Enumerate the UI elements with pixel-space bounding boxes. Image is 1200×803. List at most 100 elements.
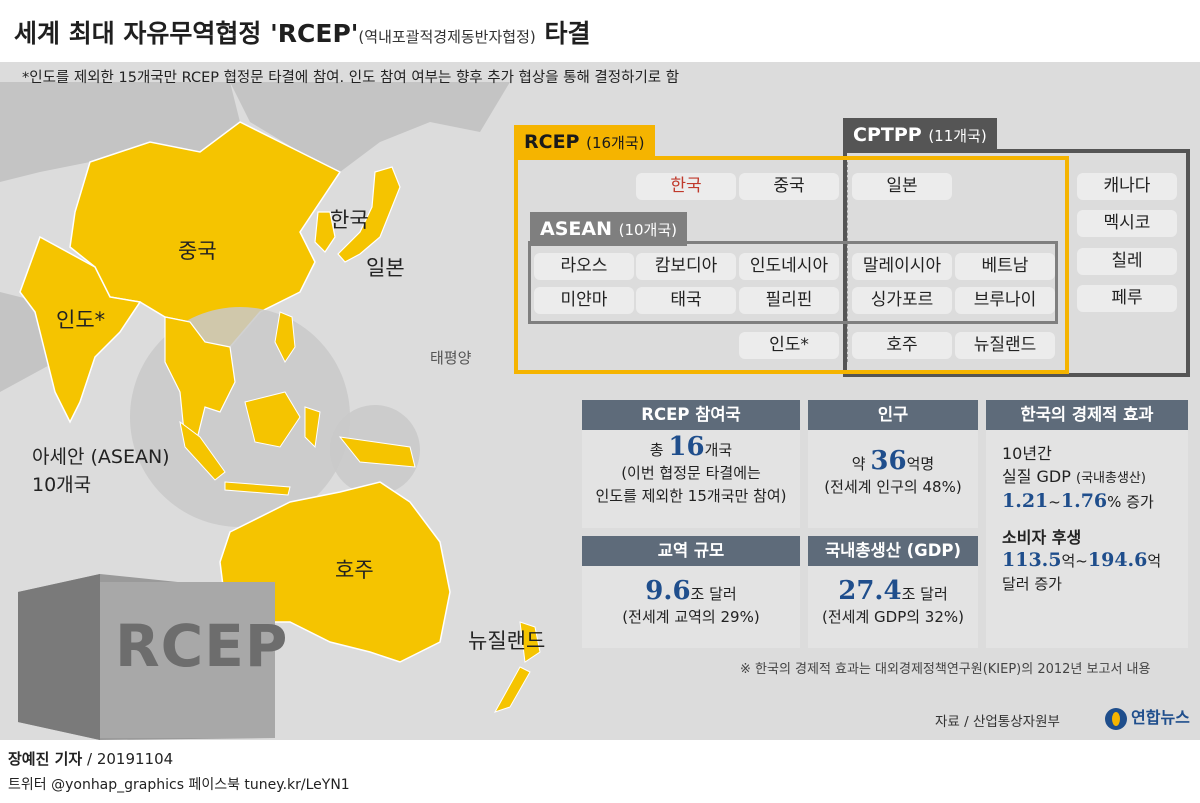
header: 세계 최대 자유무역협정 'RCEP'(역내포괄적경제동반자협정) 타결 [0, 0, 1200, 62]
rcep-name: RCEP [524, 131, 580, 153]
map-area: *인도를 제외한 15개국만 RCEP 협정문 타결에 참여. 인도 참여 여부… [0, 62, 1200, 740]
reporter: 장예진 기자 [8, 750, 83, 768]
yonhap-logo-icon [1105, 707, 1127, 730]
label-korea: 한국 [330, 208, 369, 232]
stat-population-unit: 억명 [906, 455, 935, 473]
sulawesi-shape [304, 406, 321, 449]
country-australia: 호주 [852, 332, 952, 359]
label-india: 인도* [56, 308, 106, 332]
sumatra-shape [179, 420, 226, 481]
effect-cons-unit: 억 [1147, 552, 1162, 570]
japan-shape [337, 166, 401, 263]
effect-gdp-label2: 실질 GDP [1002, 467, 1071, 486]
effect-gdp-label1: 10년간 [1002, 444, 1052, 463]
stat-population-line2: (전세계 인구의 48%) [824, 478, 962, 496]
stat-trade-line2: (전세계 교역의 29%) [622, 608, 760, 626]
newguinea-shape [338, 436, 416, 468]
country-china: 중국 [739, 173, 839, 200]
country-thailand: 태국 [636, 287, 736, 314]
land-russia [230, 82, 510, 172]
date: / 20191104 [82, 750, 174, 768]
country-brunei: 브루나이 [955, 287, 1055, 314]
container-graphic [18, 574, 275, 740]
country-canada: 캐나다 [1077, 173, 1177, 200]
stat-population-pre: 약 [851, 455, 866, 473]
country-cambodia: 캄보디아 [636, 253, 736, 280]
source-note: ※ 한국의 경제적 효과는 대외경제정책연구원(KIEP)의 2012년 보고서… [740, 662, 1151, 677]
asean-count: (10개국) [618, 221, 678, 239]
title-tail: 타결 [544, 19, 591, 48]
country-vietnam: 베트남 [955, 253, 1055, 280]
title-main: 세계 최대 자유무역협정 'RCEP' [14, 19, 359, 48]
stat-members-unit: 개국 [704, 441, 733, 459]
asean-tab: ASEAN (10개국) [530, 212, 688, 246]
cptpp-tab: CPTPP (11개국) [843, 118, 997, 152]
stat-population-header: 인구 [808, 400, 978, 430]
stat-members: RCEP 참여국 총 16개국 (이번 협정문 타결에는 인도를 제외한 15개… [582, 400, 800, 528]
country-korea: 한국 [636, 173, 736, 200]
rcep-box [514, 156, 1069, 374]
borneo-shape [244, 391, 301, 448]
country-indonesia: 인도네시아 [739, 253, 839, 280]
india-shape [19, 235, 142, 424]
effect-gdp-unit: % 증가 [1107, 493, 1154, 511]
stat-members-pre: 총 [649, 441, 664, 459]
country-mexico: 멕시코 [1077, 210, 1177, 237]
country-laos: 라오스 [534, 253, 634, 280]
country-myanmar: 미얀마 [534, 287, 634, 314]
land-west [0, 82, 240, 182]
yonhap-logo: 연합뉴스 [1105, 704, 1190, 730]
rcep-count: (16개국) [586, 134, 645, 152]
effect-gdp-low: 1.21 [1002, 490, 1049, 512]
stat-members-header: RCEP 참여국 [582, 400, 800, 430]
cptpp-box [843, 149, 1190, 377]
note-top: *인도를 제외한 15개국만 RCEP 협정문 타결에 참여. 인도 참여 여부… [22, 70, 680, 86]
cptpp-count: (11개국) [928, 127, 987, 145]
country-chile: 칠레 [1077, 248, 1177, 275]
stat-population-value: 36 [870, 446, 907, 476]
effect-gdp-high: 1.76 [1060, 490, 1108, 512]
effect-cons-high: 194.6 [1087, 549, 1148, 571]
country-peru: 페루 [1077, 285, 1177, 312]
korea-shape [314, 211, 336, 253]
label-australia: 호주 [335, 558, 374, 582]
asean-name: ASEAN [540, 218, 612, 240]
country-japan: 일본 [852, 173, 952, 200]
sea-mainland [164, 316, 236, 448]
stat-trade-unit: 조 달러 [690, 585, 737, 603]
divider-line [847, 162, 848, 362]
stat-gdp: 국내총생산 (GDP) 27.4조 달러 (전세계 GDP의 32%) [808, 536, 978, 648]
newzealand-north [519, 621, 541, 663]
byline: 장예진 기자 / 20191104 [8, 748, 173, 769]
stat-gdp-unit: 조 달러 [901, 585, 948, 603]
social-links: 트위터 @yonhap_graphics 페이스북 tuney.kr/LeYN1 [8, 777, 350, 793]
effect-cons-low: 113.5 [1002, 549, 1062, 571]
stat-population: 인구 약 36억명 (전세계 인구의 48%) [808, 400, 978, 528]
stat-trade-value: 9.6 [645, 576, 691, 606]
map-graphic [0, 82, 541, 740]
stat-trade: 교역 규모 9.6조 달러 (전세계 교역의 29%) [582, 536, 800, 648]
philippines-shape [274, 311, 296, 363]
effect-gdp-sep: ~ [1048, 493, 1061, 511]
country-philippines: 필리핀 [739, 287, 839, 314]
label-newzealand: 뉴질랜드 [468, 629, 546, 653]
country-singapore: 싱가포르 [852, 287, 952, 314]
stat-gdp-line2: (전세계 GDP의 32%) [822, 608, 964, 626]
footer: 장예진 기자 / 20191104 트위터 @yonhap_graphics 페… [0, 740, 1200, 803]
logo-text: 연합뉴스 [1131, 708, 1190, 727]
cptpp-name: CPTPP [853, 124, 922, 146]
asean-box [528, 241, 1058, 324]
stat-trade-header: 교역 규모 [582, 536, 800, 566]
stat-members-line2: (이번 협정문 타결에는 [621, 464, 761, 482]
stat-gdp-header: 국내총생산 (GDP) [808, 536, 978, 566]
stat-korea-effect-header: 한국의 경제적 효과 [986, 400, 1188, 430]
rcep-tab: RCEP (16개국) [514, 125, 655, 159]
stat-gdp-value: 27.4 [838, 576, 902, 606]
stat-korea-effect: 한국의 경제적 효과 10년간 실질 GDP (국내총생산) 1.21~1.76… [986, 400, 1188, 648]
effect-cons-label: 소비자 후생 [1002, 528, 1082, 547]
effect-cons-unit2: 달러 증가 [1002, 575, 1062, 593]
source: 자료 / 산업통상자원부 [935, 714, 1060, 730]
country-newzealand: 뉴질랜드 [955, 332, 1055, 359]
title-sub: (역내포괄적경제동반자협정) [358, 28, 536, 46]
